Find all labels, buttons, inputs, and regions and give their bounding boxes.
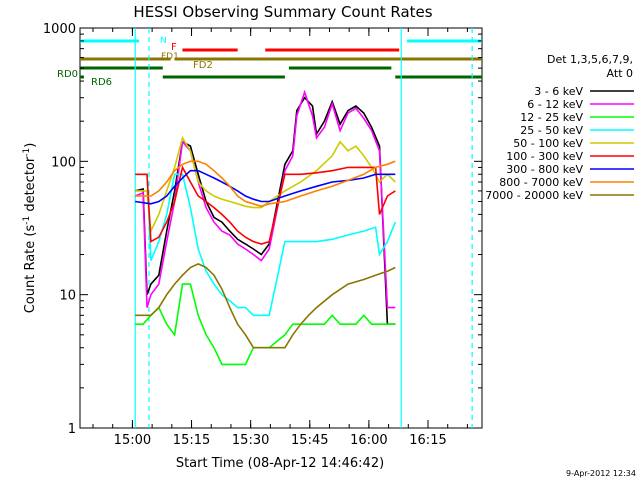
y-axis-label: Count Rate (s-1 detector-1) xyxy=(22,143,38,314)
legend-label: 100 - 300 keV xyxy=(506,150,583,163)
obs-label-rd0: RD0 xyxy=(57,69,78,80)
x-tick-label: 15:45 xyxy=(291,433,328,448)
x-tick-label: 16:15 xyxy=(409,433,446,448)
y-tick-label: 10 xyxy=(59,289,76,304)
x-axis-label: Start Time (08-Apr-12 14:46:42) xyxy=(176,456,384,471)
legend-label: 12 - 25 keV xyxy=(520,111,583,124)
x-tick-label: 15:15 xyxy=(173,433,210,448)
legend-label: 7000 - 20000 keV xyxy=(485,189,583,202)
x-axis-ticks: 15:00 15:15 15:30 15:45 16:00 16:15 xyxy=(92,28,468,448)
legend-label: 50 - 100 keV xyxy=(513,137,583,150)
obs-label-fd1: FD1 xyxy=(161,52,179,62)
y-tick-label: 1 xyxy=(68,422,76,437)
legend-label: 6 - 12 keV xyxy=(527,98,583,111)
obs-label-n: N xyxy=(160,36,167,46)
series-line-7 xyxy=(135,160,396,208)
series-line-1 xyxy=(134,89,396,309)
series-line-8 xyxy=(135,263,396,349)
series-line-3 xyxy=(135,173,397,317)
obs-label-f: F xyxy=(171,42,177,53)
legend-label: 25 - 50 keV xyxy=(520,124,583,137)
legend-label: 3 - 6 keV xyxy=(534,85,583,98)
x-tick-label: 15:30 xyxy=(232,433,269,448)
plot-frame xyxy=(79,27,483,429)
obs-label-fd2: FD2 xyxy=(193,60,213,71)
legend-title-line2: Att 0 xyxy=(607,67,633,80)
series-line-5 xyxy=(135,165,396,245)
y-axis-ticks: 1 10 100 1000 xyxy=(43,22,482,437)
obs-label-rd6: RD6 xyxy=(91,77,112,88)
legend-label: 300 - 800 keV xyxy=(506,163,583,176)
y-tick-label: 1000 xyxy=(43,22,76,37)
x-tick-label: 15:00 xyxy=(114,433,151,448)
y-tick-label: 100 xyxy=(51,155,76,170)
x-tick-label: 16:00 xyxy=(350,433,387,448)
legend-title-line1: Det 1,3,5,6,7,9, xyxy=(547,53,633,66)
attenuator-lines xyxy=(134,28,473,428)
legend-label: 800 - 7000 keV xyxy=(499,176,583,189)
data-series xyxy=(134,89,397,366)
series-line-0 xyxy=(135,96,396,326)
date-stamp: 9-Apr-2012 12:34 xyxy=(566,469,636,478)
chart-title: HESSI Observing Summary Count Rates xyxy=(133,3,432,21)
